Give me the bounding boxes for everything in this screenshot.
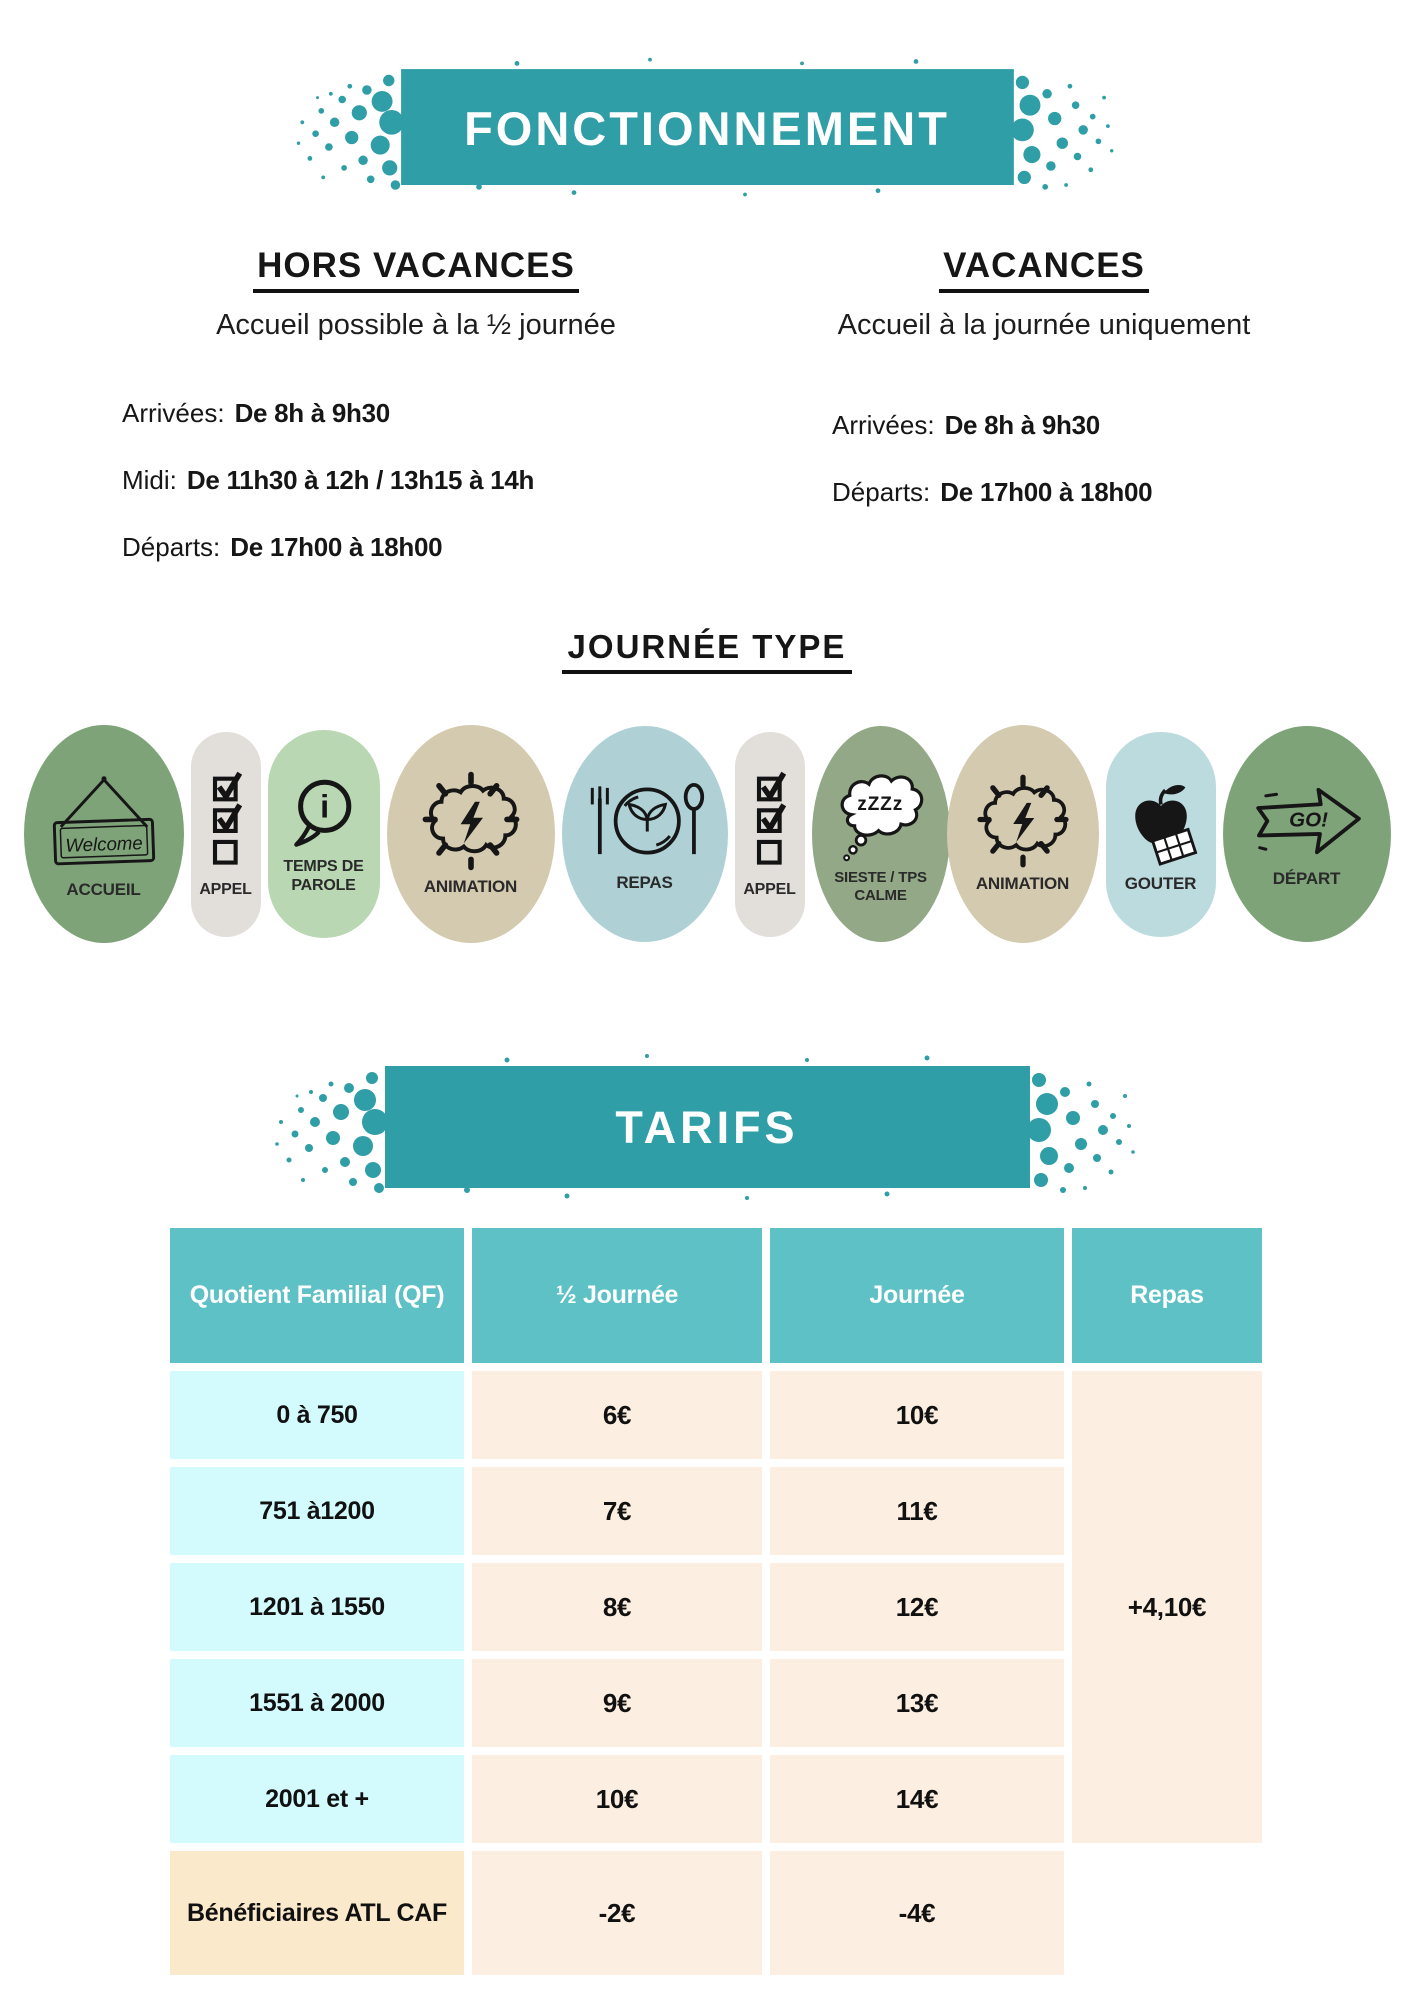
hors-vacances-subtitle: Accueil possible à la ½ journée xyxy=(216,309,616,341)
go-arrow-icon: GO! xyxy=(1255,787,1361,855)
step-label: GOUTER xyxy=(1124,873,1197,893)
day-price: 12€ xyxy=(770,1563,1064,1651)
brain-energy-icon xyxy=(976,774,1069,868)
svg-text:Welcome: Welcome xyxy=(65,832,143,856)
step-gouter: GOUTER xyxy=(1105,731,1216,937)
step-appel-2: APPEL xyxy=(734,731,805,937)
step-label: TEMPS DE PAROLE xyxy=(283,858,364,894)
info-speech-bubble-icon: i xyxy=(293,779,351,847)
hors-vacances-schedule: Arrivées: De 8h à 9h30 Midi: De 11h30 à 12… xyxy=(96,398,736,563)
page-title: FONCTIONNEMENT xyxy=(464,101,950,155)
vacances-schedule: Arrivées: De 8h à 9h30 Départs: De 17h00 à… xyxy=(764,410,1324,508)
step-sieste: zZZz SIESTE / TPS CALME xyxy=(811,726,950,942)
journee-type-steps: Welcome ACCUEIL APPEL i TEMPS DE PAROLE xyxy=(0,720,1414,948)
step-label: APPEL xyxy=(743,880,796,898)
step-repas: REPAS xyxy=(561,726,728,942)
tarifs-title: TARIFS xyxy=(615,1102,799,1153)
schedule-line: Départs: De 17h00 à 18h00 xyxy=(832,477,1153,507)
half-day-price: 8€ xyxy=(472,1563,762,1651)
schedule-line: Arrivées: De 8h à 9h30 xyxy=(122,398,390,428)
step-animation-1: ANIMATION xyxy=(386,725,555,943)
step-label: ANIMATION xyxy=(423,876,518,896)
hors-vacances-column: HORS VACANCES Accueil possible à la ½ jo… xyxy=(96,246,736,599)
svg-text:zZZz: zZZz xyxy=(857,794,903,815)
step-label: APPEL xyxy=(199,880,252,898)
step-label: DÉPART xyxy=(1272,868,1341,888)
qf-range-caf: Bénéficiaires ATL CAF xyxy=(170,1851,464,1975)
day-price: -4€ xyxy=(770,1851,1064,1975)
meal-plate-icon xyxy=(590,782,704,855)
col-header-half-day: ½ Journée xyxy=(472,1228,762,1363)
day-price: 10€ xyxy=(770,1371,1064,1459)
half-day-price: 9€ xyxy=(472,1659,762,1747)
schedule-line: Départs: De 17h00 à 18h00 xyxy=(122,532,443,562)
step-label: SIESTE / TPS CALME xyxy=(834,869,927,904)
half-day-price: 6€ xyxy=(472,1371,762,1459)
tarifs-table: Quotient Familial (QF) ½ Journée Journée… xyxy=(170,1228,1262,1975)
step-appel-1: APPEL xyxy=(190,731,261,937)
journee-type-section: JOURNÉE TYPE xyxy=(0,628,1414,674)
sleep-thought-bubble-icon: zZZz xyxy=(840,774,923,862)
half-day-price: -2€ xyxy=(472,1851,762,1975)
qf-range: 1201 à 1550 xyxy=(170,1563,464,1651)
step-label: REPAS xyxy=(616,872,673,892)
qf-range: 2001 et + xyxy=(170,1755,464,1843)
tarifs-banner: TARIFS xyxy=(257,1048,1157,1208)
repas-price: +4,10€ xyxy=(1072,1371,1262,1843)
step-label: ACCUEIL xyxy=(66,879,141,899)
step-label: ANIMATION xyxy=(975,873,1070,893)
vacances-column: VACANCES Accueil à la journée uniquement… xyxy=(764,246,1324,599)
half-day-price: 7€ xyxy=(472,1467,762,1555)
schedule-line: Arrivées: De 8h à 9h30 xyxy=(832,410,1100,440)
col-header-day: Journée xyxy=(770,1228,1064,1363)
half-day-price: 10€ xyxy=(472,1755,762,1843)
svg-text:GO!: GO! xyxy=(1289,808,1328,831)
day-price: 14€ xyxy=(770,1755,1064,1843)
apple-chocolate-icon xyxy=(1134,784,1197,866)
journee-type-heading: JOURNÉE TYPE xyxy=(561,628,853,674)
step-animation-2: ANIMATION xyxy=(946,725,1099,943)
day-price: 13€ xyxy=(770,1659,1064,1747)
col-header-repas: Repas xyxy=(1072,1228,1262,1363)
hors-vacances-heading: HORS VACANCES xyxy=(253,246,579,293)
qf-range: 0 à 750 xyxy=(170,1371,464,1459)
col-header-qf: Quotient Familial (QF) xyxy=(170,1228,464,1363)
fonctionnement-banner: FONCTIONNEMENT xyxy=(272,52,1142,204)
checklist-icon xyxy=(756,771,786,865)
qf-range: 1551 à 2000 xyxy=(170,1659,464,1747)
step-depart: GO! DÉPART xyxy=(1222,726,1391,942)
qf-range: 751 à1200 xyxy=(170,1467,464,1555)
vacances-subtitle: Accueil à la journée uniquement xyxy=(837,309,1251,341)
step-temps-de-parole: i TEMPS DE PAROLE xyxy=(267,730,380,938)
welcome-sign-icon: Welcome xyxy=(52,776,155,866)
day-price: 11€ xyxy=(770,1467,1064,1555)
schedule-line: Midi: De 11h30 à 12h / 13h15 à 14h xyxy=(122,465,535,495)
schedule-columns: HORS VACANCES Accueil possible à la ½ jo… xyxy=(0,246,1414,599)
brain-energy-icon xyxy=(422,771,519,871)
step-accueil: Welcome ACCUEIL xyxy=(23,725,184,943)
svg-text:i: i xyxy=(320,788,329,825)
vacances-heading: VACANCES xyxy=(939,246,1149,293)
checklist-icon xyxy=(212,771,242,865)
